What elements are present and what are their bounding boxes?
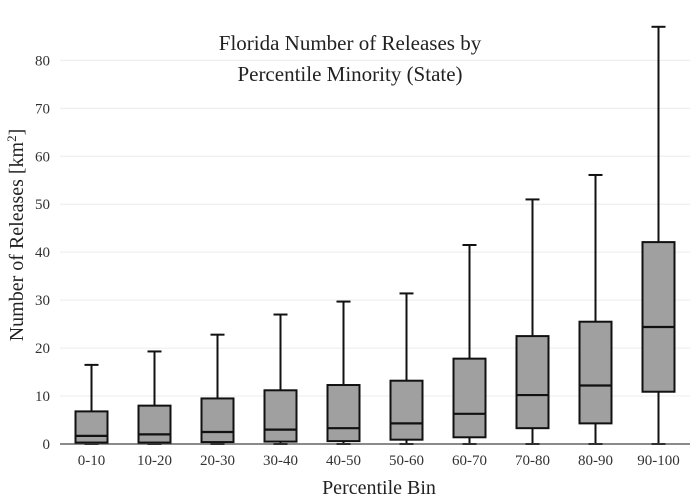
x-tick-label: 80-90 [578, 453, 613, 469]
box-30-40 [263, 313, 298, 445]
box-90-100 [641, 25, 676, 445]
box-70-80 [515, 198, 550, 445]
y-tick-label: 70 [35, 101, 50, 117]
x-tick-label: 70-80 [515, 453, 550, 469]
y-tick-label: 30 [35, 293, 50, 309]
chart-title-line-2: Percentile Minority (State) [237, 62, 462, 86]
box-0-10 [74, 363, 109, 445]
y-tick-label: 50 [35, 197, 50, 213]
box-60-70 [452, 243, 487, 445]
chart-title-line-1: Florida Number of Releases by [219, 31, 482, 55]
box-iqr [515, 335, 550, 430]
box-iqr [389, 379, 424, 441]
x-tick-label: 60-70 [452, 453, 487, 469]
y-tick-label: 80 [35, 53, 50, 69]
box-iqr [578, 320, 613, 425]
y-tick-label: 60 [35, 149, 50, 165]
y-axis-label: Number of Releases [km2] [4, 129, 29, 342]
y-axis-label-main: Number of Releases [km [6, 141, 28, 341]
x-tick-label: 20-30 [200, 453, 235, 469]
y-tick-label: 20 [35, 341, 50, 357]
x-axis-label: Percentile Bin [322, 477, 436, 499]
box-iqr [263, 389, 298, 443]
box-iqr [137, 404, 172, 444]
box-40-50 [326, 300, 361, 445]
box-iqr [200, 397, 235, 444]
box-iqr [74, 410, 109, 444]
axis-layer: 0 10 20 30 40 50 60 70 80 0-10 10-20 20-30 30-40 40-5… [35, 53, 690, 469]
box-20-30 [200, 333, 235, 445]
x-tick-label: 10-20 [137, 453, 172, 469]
x-tick-label: 50-60 [389, 453, 424, 469]
grid-layer [60, 59, 690, 397]
x-tick-label: 90-100 [637, 453, 680, 469]
box-50-60 [389, 292, 424, 445]
box-iqr [452, 357, 487, 439]
box-80-90 [578, 173, 613, 445]
box-10-20 [137, 350, 172, 445]
y-axis-label-superscript: 2 [4, 135, 19, 142]
x-tick-label: 30-40 [263, 453, 298, 469]
y-tick-label: 40 [35, 245, 50, 261]
y-tick-label: 10 [35, 389, 50, 405]
box-iqr [641, 241, 676, 393]
box-layer [74, 25, 676, 445]
x-tick-label: 40-50 [326, 453, 361, 469]
box-iqr [326, 384, 361, 443]
x-tick-label: 0-10 [78, 453, 106, 469]
y-tick-label: 0 [43, 437, 51, 453]
y-axis-label-bracket: ] [6, 129, 28, 136]
